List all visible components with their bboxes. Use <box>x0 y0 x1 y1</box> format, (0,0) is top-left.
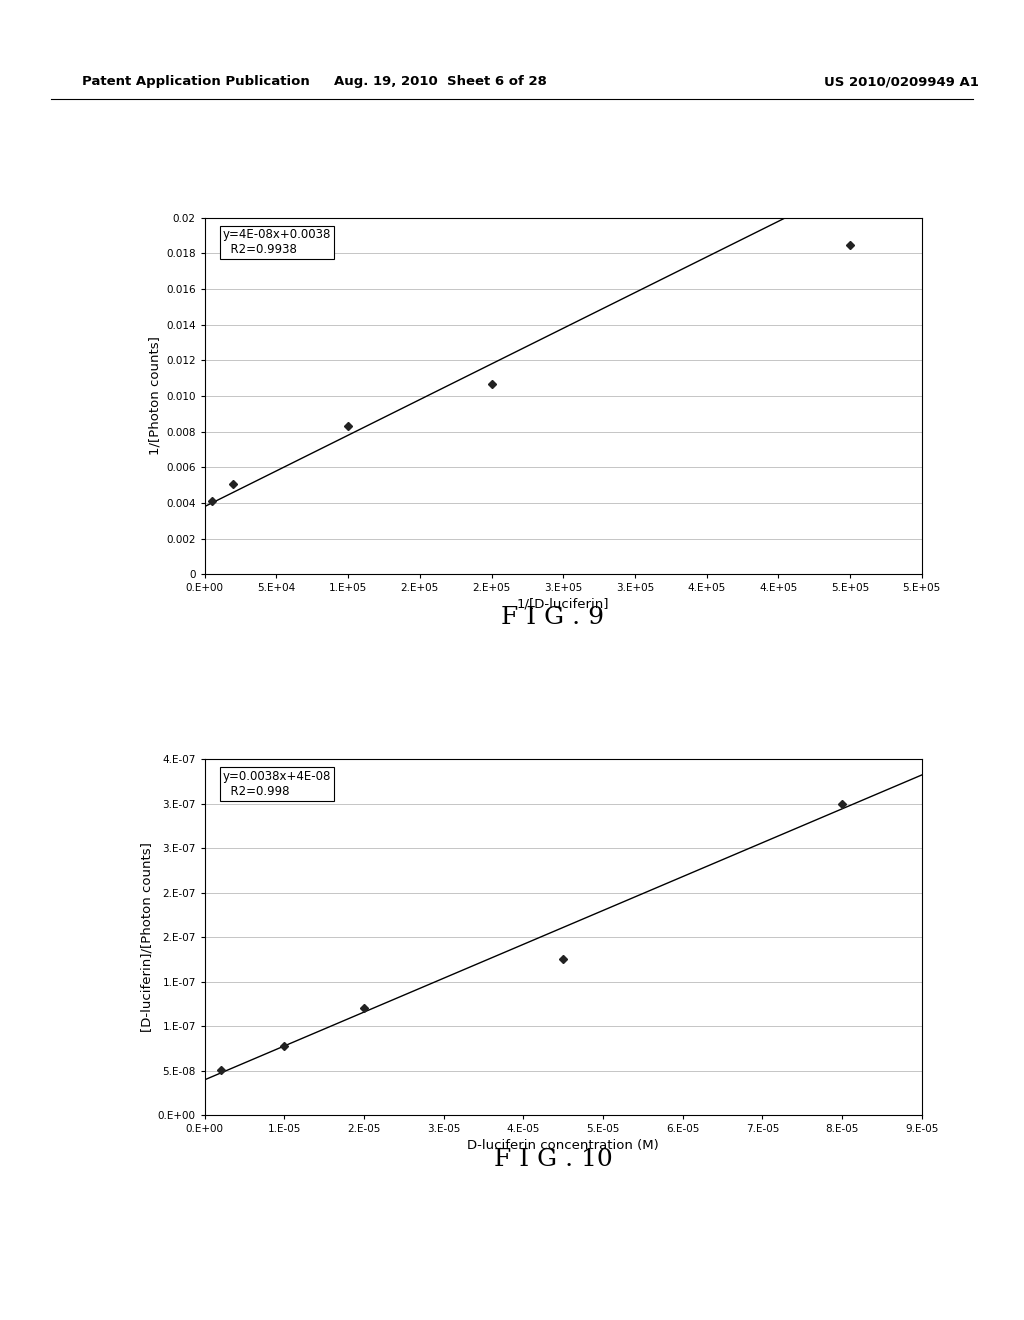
X-axis label: D-luciferin concentration (M): D-luciferin concentration (M) <box>467 1139 659 1151</box>
Text: F I G . 10: F I G . 10 <box>494 1147 612 1171</box>
X-axis label: 1/[D-luciferin]: 1/[D-luciferin] <box>517 598 609 610</box>
Text: US 2010/0209949 A1: US 2010/0209949 A1 <box>823 75 979 88</box>
Y-axis label: 1/[Photon counts]: 1/[Photon counts] <box>148 337 162 455</box>
Text: y=0.0038x+4E-08
  R2=0.998: y=0.0038x+4E-08 R2=0.998 <box>223 770 331 797</box>
Text: y=4E-08x+0.0038
  R2=0.9938: y=4E-08x+0.0038 R2=0.9938 <box>223 228 331 256</box>
Text: Aug. 19, 2010  Sheet 6 of 28: Aug. 19, 2010 Sheet 6 of 28 <box>334 75 547 88</box>
Y-axis label: [D-luciferin]/[Photon counts]: [D-luciferin]/[Photon counts] <box>140 842 154 1032</box>
Text: Patent Application Publication: Patent Application Publication <box>82 75 309 88</box>
Text: F I G . 9: F I G . 9 <box>502 606 604 630</box>
